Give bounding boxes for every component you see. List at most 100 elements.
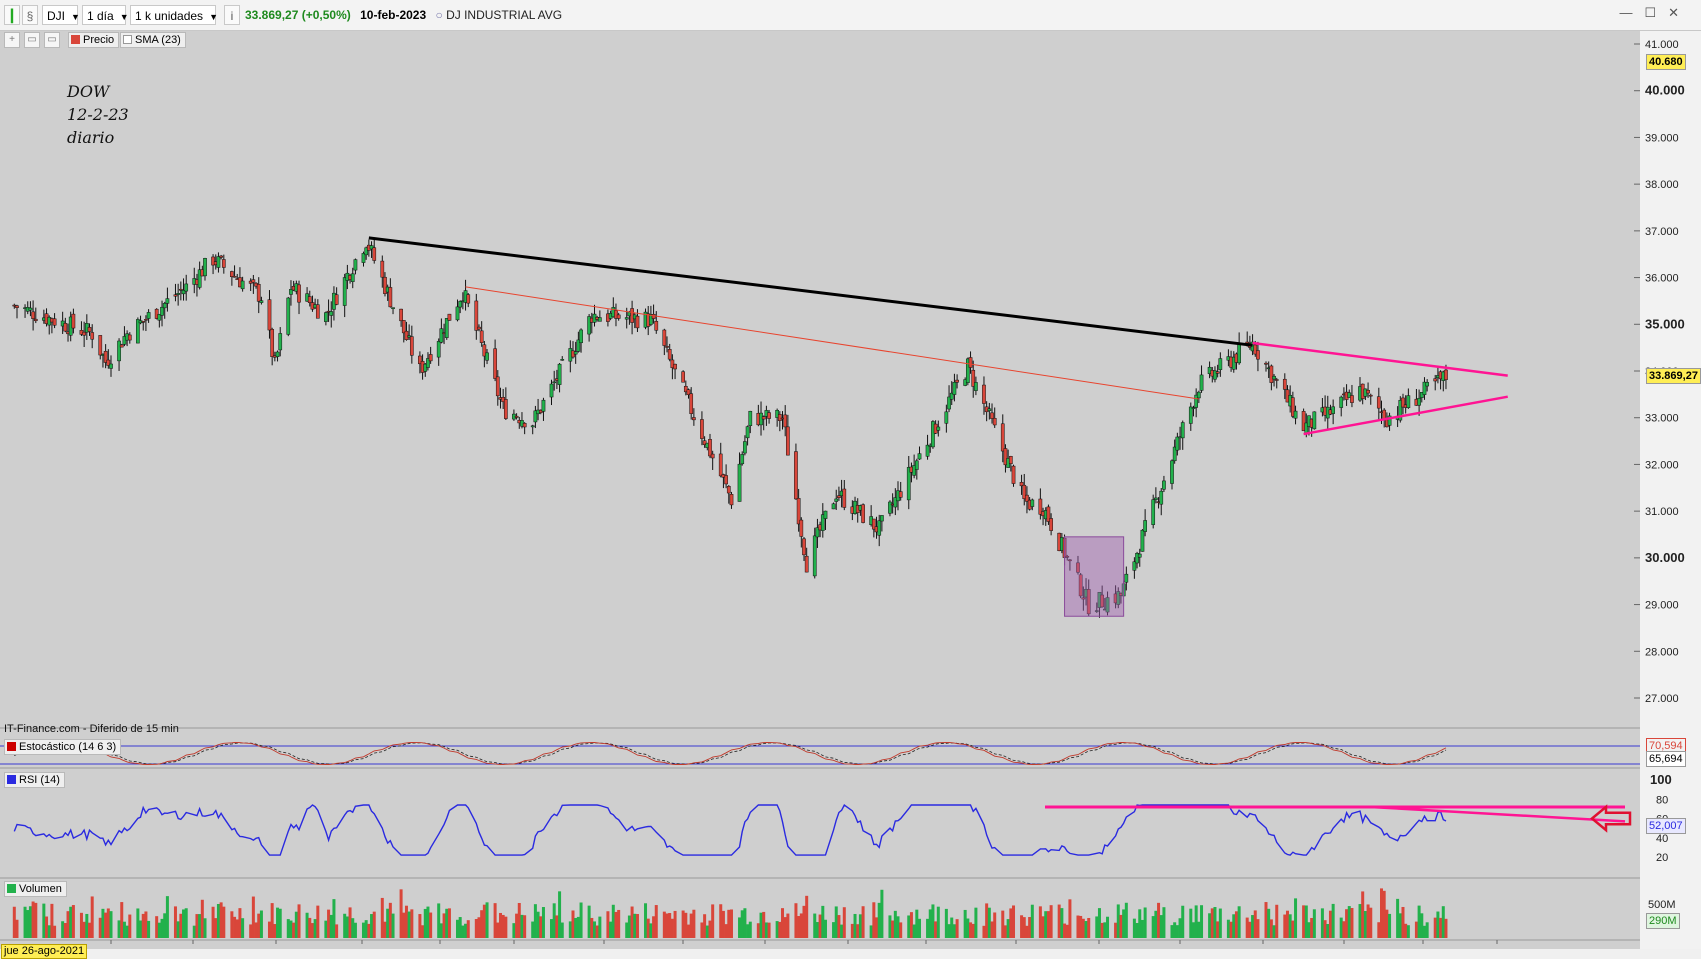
remove-indicator-icon[interactable]: ▭ (24, 32, 40, 48)
candle-up (342, 277, 347, 306)
volume-bar-down (308, 917, 312, 938)
info-icon[interactable]: i (224, 5, 240, 25)
volume-bar-down (173, 906, 177, 938)
candle-down (482, 344, 487, 357)
symbol-dropdown[interactable]: DJI ▼ (42, 5, 80, 25)
volume-bar-up (592, 921, 596, 938)
candle-up (649, 314, 653, 325)
volume-bar-up (574, 917, 578, 938)
volume-bar-up (740, 910, 744, 938)
candle-down (1215, 371, 1220, 374)
candle-up (557, 363, 562, 385)
volume-bar-up (157, 922, 161, 938)
maximize-icon[interactable]: ☐ (1644, 5, 1669, 20)
volume-bar-down (1210, 908, 1214, 938)
candle-up (1188, 406, 1193, 424)
candle-down (1301, 411, 1306, 432)
volume-bar-down (1065, 924, 1069, 938)
interval-dropdown[interactable]: 1 día ▼ (82, 5, 129, 25)
legend-volume[interactable]: Volumen (4, 881, 67, 897)
candle-up (28, 307, 33, 311)
legend-stochastic[interactable]: Estocástico (14 6 3) (4, 739, 122, 755)
chart-area[interactable] (0, 31, 1640, 949)
volume-bar-down (50, 903, 54, 938)
legend-price[interactable]: Precio (68, 32, 120, 48)
candle-down (1100, 594, 1105, 608)
minimize-icon[interactable]: — (1619, 5, 1645, 20)
volume-bar-down (442, 913, 446, 938)
volume-bar-down (1345, 909, 1349, 938)
candle-down (700, 419, 704, 439)
candle-down (1081, 597, 1086, 600)
volume-bar-down (1302, 905, 1306, 938)
add-indicator-icon[interactable]: ▭ (44, 32, 60, 48)
candle-up (965, 358, 970, 383)
volume-bar-down (1385, 909, 1389, 938)
add-icon[interactable]: + (4, 32, 20, 48)
volume-bar-up (1304, 905, 1308, 938)
volume-bar-down (63, 923, 67, 938)
interval-value: 1 día (87, 9, 114, 23)
candle-down (1291, 397, 1295, 417)
volume-bar-down (273, 924, 277, 938)
stoch-d-line (14, 742, 1447, 765)
volume-bar-down (501, 914, 505, 938)
chart-settings-icon[interactable]: § (22, 5, 38, 25)
volume-bar-up (893, 910, 897, 938)
candle-down (1049, 518, 1053, 531)
volume-bar-up (216, 903, 220, 938)
volume-bar-up (609, 921, 613, 938)
candle-up (1135, 552, 1139, 564)
units-dropdown[interactable]: 1 k unidades ▼ (130, 5, 218, 25)
price-axis-label: 27.000 (1645, 693, 1679, 705)
volume-bar-down (219, 902, 223, 938)
time-axis-label: 2023 (1330, 946, 1359, 949)
legend-rsi[interactable]: RSI (14) (4, 772, 65, 788)
candle-down (251, 279, 256, 283)
volume-bar-down (1350, 908, 1354, 938)
volume-bar-up (625, 922, 629, 938)
volume-bar-up (117, 920, 121, 938)
price-scale[interactable] (1640, 31, 1701, 949)
volume-bar-up (1044, 911, 1048, 938)
candle-down (842, 488, 847, 508)
candle-down (767, 412, 771, 419)
volume-bar-down (1012, 905, 1016, 938)
candle-up (216, 256, 221, 268)
volume-bar-down (778, 921, 782, 938)
volume-bar-down (673, 910, 677, 938)
volume-bar-up (85, 913, 89, 938)
volume-bar-down (496, 922, 500, 938)
volume-bar-up (950, 917, 954, 938)
volume-bar-up (241, 918, 245, 938)
candle-down (1022, 484, 1027, 500)
candlestick-icon[interactable]: ┃ (4, 5, 20, 25)
legend-volume-label: Volumen (19, 883, 62, 895)
time-axis-label: 2022 (348, 946, 377, 949)
legend-sma[interactable]: SMA (23) (120, 32, 186, 48)
candle-down (98, 335, 103, 356)
volume-bar-up (343, 913, 347, 938)
volume-bar-down (799, 913, 803, 938)
volume-bar-up (461, 925, 465, 938)
volume-bar-down (909, 912, 913, 938)
volume-bar-up (568, 921, 572, 938)
volume-bar-down (729, 909, 733, 938)
volume-bar-down (429, 912, 433, 938)
volume-bar-down (230, 911, 234, 938)
volume-bar-up (880, 889, 884, 938)
volume-bar-down (1269, 919, 1273, 938)
sma-swatch (123, 35, 132, 44)
close-icon[interactable]: ✕ (1668, 5, 1691, 20)
candle-up (1124, 573, 1129, 583)
volume-bar-up (147, 920, 151, 938)
volume-bar-down (955, 919, 959, 938)
volume-bar-down (270, 903, 274, 938)
volume-bar-up (198, 914, 202, 938)
volume-bar-up (748, 921, 752, 938)
volume-bar-up (353, 922, 357, 938)
volume-bar-down (477, 917, 481, 938)
candle-down (616, 314, 621, 319)
volume-bar-down (104, 912, 108, 938)
chevron-down-icon: ▼ (119, 12, 129, 22)
